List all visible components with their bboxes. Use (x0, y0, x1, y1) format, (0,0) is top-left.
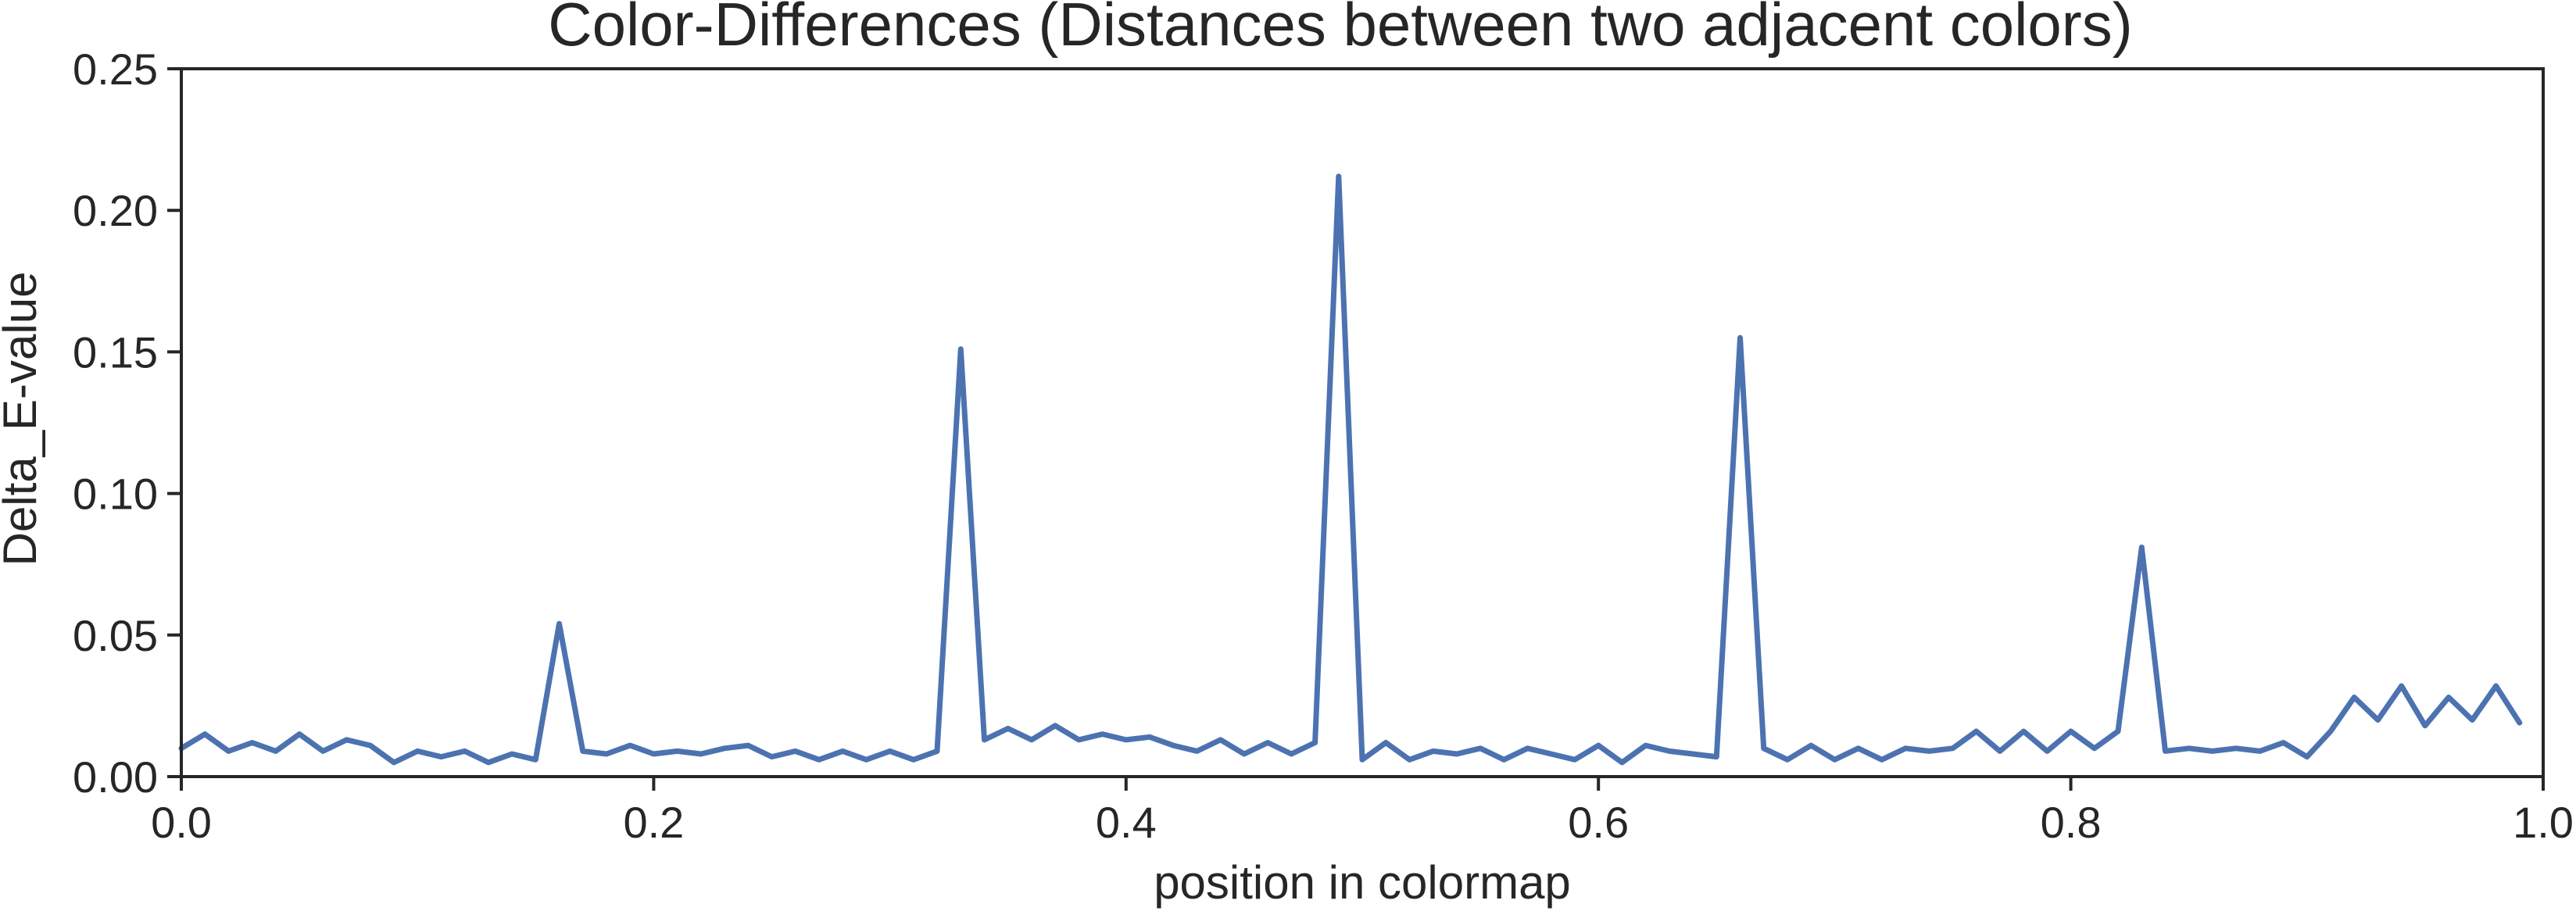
x-axis: 0.0 0.2 0.4 0.6 0.8 1.0 (151, 777, 2574, 847)
y-axis: 0.00 0.05 0.10 0.15 0.20 0.25 (73, 45, 181, 802)
y-tick-label: 0.20 (73, 186, 158, 235)
y-tick-label: 0.05 (73, 611, 158, 660)
series-line (178, 173, 2523, 766)
y-tick-label: 0.10 (73, 470, 158, 519)
plot-frame (180, 67, 2545, 778)
y-tick-label: 0.00 (73, 752, 158, 802)
x-tick-label: 1.0 (2513, 798, 2574, 847)
x-tick-label: 0.4 (1096, 798, 1157, 847)
x-tick-label: 0.0 (151, 798, 212, 847)
x-axis-label: position in colormap (1154, 856, 1571, 909)
y-tick-label: 0.25 (73, 45, 158, 94)
y-axis-label: Delta_E-value (0, 272, 46, 566)
x-tick-label: 0.2 (623, 798, 684, 847)
x-tick-label: 0.8 (2041, 798, 2102, 847)
chart-title: Color-Differences (Distances between two… (548, 0, 2132, 59)
y-tick-label: 0.15 (73, 327, 158, 377)
x-tick-label: 0.6 (1568, 798, 1629, 847)
